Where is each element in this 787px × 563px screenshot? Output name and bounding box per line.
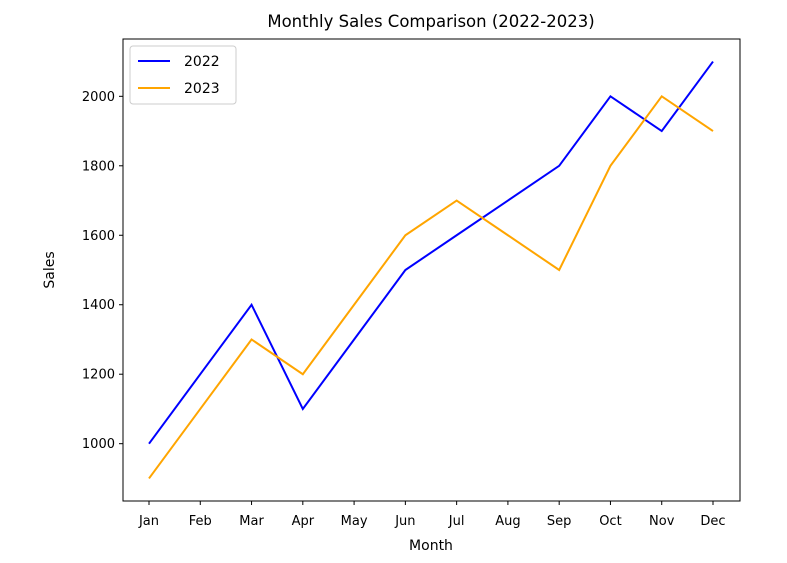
x-tick-label: Oct — [599, 514, 621, 529]
x-tick-label: Dec — [700, 514, 725, 529]
y-tick-label: 1200 — [82, 368, 115, 383]
x-tick-label: Aug — [495, 514, 520, 529]
y-tick-label: 1800 — [82, 159, 115, 174]
y-tick-label: 2000 — [82, 90, 115, 105]
y-tick-label: 1600 — [82, 229, 115, 244]
legend: 2022 2023 — [129, 45, 237, 105]
y-axis: 1000 1200 1400 1600 1800 2000 — [82, 90, 123, 452]
x-tick-label: Jan — [138, 514, 159, 529]
x-tick-label: May — [341, 514, 368, 529]
x-tick-label: Jul — [448, 514, 465, 529]
chart-title: Monthly Sales Comparison (2022-2023) — [267, 12, 594, 31]
legend-label-2023: 2023 — [184, 81, 220, 97]
x-tick-label: Feb — [189, 514, 212, 529]
plot-content — [148, 60, 714, 480]
y-axis-label: Sales — [42, 251, 58, 288]
x-tick-label: Apr — [292, 514, 315, 529]
x-tick-label: Jun — [394, 514, 415, 529]
legend-box — [129, 45, 237, 105]
x-tick-label: Mar — [239, 514, 264, 529]
x-axis: Jan Feb Mar Apr May Jun Jul Aug Sep Oct Nov Dec — [138, 501, 726, 529]
series-line-2023 — [148, 94, 714, 480]
y-tick-label: 1000 — [82, 437, 115, 452]
series-line-2022 — [148, 60, 714, 445]
x-tick-label: Nov — [649, 514, 675, 529]
x-axis-label: Month — [409, 538, 453, 554]
plot-frame — [122, 38, 741, 502]
x-tick-label: Sep — [547, 514, 572, 529]
y-tick-label: 1400 — [82, 298, 115, 313]
legend-label-2022: 2022 — [184, 54, 220, 70]
